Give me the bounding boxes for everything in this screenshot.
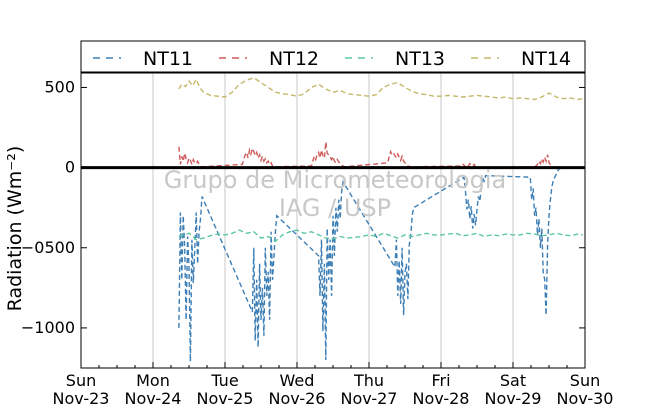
x-tick-label-day: Sun	[570, 371, 600, 390]
x-tick-label-day: Fri	[431, 371, 450, 390]
y-axis-label: Radiation (Wm⁻²)	[4, 146, 26, 312]
x-tick-label-date: Nov-29	[485, 389, 542, 408]
watermark-line: Grupo de Micrometeorologia	[164, 166, 506, 194]
x-tick-label-date: Nov-25	[197, 389, 254, 408]
x-tick-label-day: Thu	[353, 371, 384, 390]
x-tick-label-date: Nov-23	[53, 389, 110, 408]
legend-label-nt12: NT12	[269, 48, 319, 70]
x-tick-label-date: Nov-26	[269, 389, 326, 408]
x-axis: SunNov-23MonNov-24TueNov-25WedNov-26ThuN…	[53, 362, 614, 408]
x-tick-label-day: Sun	[66, 371, 96, 390]
series-line-nt14	[178, 77, 583, 101]
x-tick-label-day: Wed	[280, 371, 315, 390]
watermark-line: IAG / USP	[279, 194, 391, 222]
y-tick-label: 0	[65, 158, 75, 177]
legend-label-nt11: NT11	[143, 48, 193, 70]
vertical-grid	[152, 73, 514, 368]
x-tick-label-date: Nov-28	[413, 389, 470, 408]
legend: NT11 NT12 NT13 NT14	[80, 40, 586, 73]
x-tick-label-day: Sat	[500, 371, 526, 390]
legend-label-nt13: NT13	[395, 48, 445, 70]
series-line-nt11	[178, 166, 563, 362]
x-tick-label-day: Mon	[136, 371, 170, 390]
x-tick-label-date: Nov-27	[341, 389, 398, 408]
x-tick-label-date: Nov-30	[557, 389, 614, 408]
y-tick-label: −1000	[21, 318, 75, 337]
series-line-nt12	[178, 141, 556, 169]
series-line-nt13	[178, 229, 583, 243]
legend-box	[80, 40, 586, 73]
y-tick-label: −0500	[21, 238, 75, 257]
x-tick-label-date: Nov-24	[125, 389, 182, 408]
y-axis: 500 0 −0500 −1000	[21, 77, 585, 337]
x-tick-label-day: Tue	[210, 371, 238, 390]
legend-label-nt14: NT14	[521, 48, 571, 70]
y-tick-label: 500	[44, 77, 75, 96]
